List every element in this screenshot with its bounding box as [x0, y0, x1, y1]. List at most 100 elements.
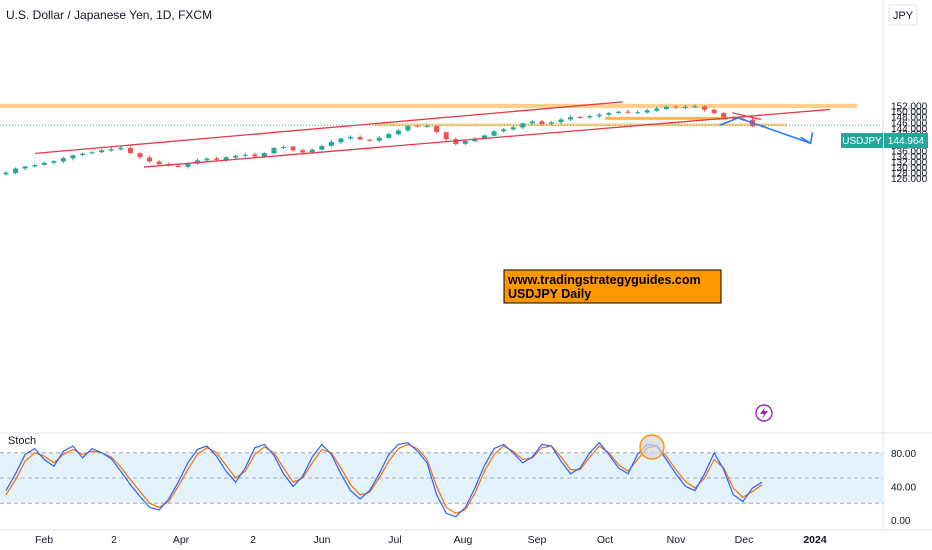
- price-tick-label: 126.000: [891, 174, 928, 185]
- price-tick-label: 132.000: [891, 157, 928, 168]
- candle-body: [414, 125, 420, 127]
- candle-body: [70, 155, 76, 159]
- time-tick-label: Jul: [388, 534, 401, 546]
- candle-body: [548, 122, 554, 124]
- candle-body: [501, 129, 507, 132]
- support-zone: [375, 123, 787, 127]
- price-tick-label: 152.000: [891, 102, 928, 113]
- candle-body: [242, 154, 248, 156]
- price-tick-label: 150.000: [891, 107, 928, 118]
- badge-value: 144.964: [888, 136, 925, 147]
- candle-body: [424, 125, 430, 127]
- candle-body: [175, 165, 181, 167]
- candle-body: [348, 136, 354, 139]
- time-tick-label: Nov: [667, 534, 686, 546]
- candle-body: [32, 165, 38, 167]
- candle-body: [300, 150, 306, 153]
- candle-body: [252, 154, 258, 157]
- candle-body: [491, 131, 497, 136]
- price-tick-label: 130.000: [891, 163, 928, 174]
- candle-body: [271, 148, 277, 154]
- candle-body: [147, 157, 153, 162]
- candle-body: [156, 161, 162, 165]
- price-badge: USDJPY 144.964: [841, 133, 928, 148]
- candle-body: [51, 161, 57, 163]
- candle-body: [99, 150, 105, 153]
- candle-body: [702, 106, 708, 110]
- time-axis[interactable]: Feb 2 Apr 2 Jun Jul Aug Sep Oct Nov Dec 2024: [35, 534, 827, 546]
- candle-body: [108, 149, 114, 151]
- zones-layer: [0, 103, 857, 127]
- price-pane[interactable]: [0, 0, 883, 433]
- channel-lower-line: [143, 108, 831, 168]
- candle-body: [721, 113, 727, 117]
- candle-body: [328, 141, 334, 146]
- candle-body: [41, 162, 47, 165]
- candle-body: [654, 108, 660, 111]
- currency-box[interactable]: [888, 4, 918, 26]
- overlays-layer: [35, 101, 831, 168]
- candle-body: [290, 146, 296, 151]
- price-tick-label: 148.000: [891, 113, 928, 124]
- candle-body: [338, 138, 344, 143]
- stoch-pane[interactable]: 0.00 40.00 80.00: [0, 434, 916, 527]
- time-tick-label: Sep: [528, 534, 547, 546]
- candle-body: [481, 135, 487, 139]
- candle-body: [204, 158, 210, 161]
- price-tick-label: 134.000: [891, 152, 928, 163]
- candle-body: [319, 146, 325, 150]
- stoch-k-line: [5, 441, 763, 518]
- time-tick-label: Jun: [314, 534, 331, 546]
- candle-body: [462, 141, 468, 144]
- watermark-line2: USDJPY Daily: [508, 287, 591, 301]
- candle-body: [3, 172, 9, 175]
- watermark-box: www.tradingstrategyguides.com USDJPY Dai…: [503, 269, 722, 304]
- candle-body: [376, 137, 382, 141]
- candle-body: [434, 126, 440, 133]
- candle-body: [587, 116, 593, 118]
- candle-body: [89, 152, 95, 154]
- price-tick-label: 146.000: [891, 118, 928, 129]
- candle-body: [118, 147, 124, 150]
- candle-body: [80, 153, 86, 155]
- candle-body: [625, 111, 631, 113]
- candle-body: [692, 106, 698, 108]
- candle-body: [673, 106, 679, 108]
- resistance-zone: [0, 103, 857, 109]
- candle-body: [539, 121, 545, 124]
- candles-layer: [3, 104, 765, 176]
- candle-body: [137, 153, 143, 158]
- candle-body: [223, 157, 229, 160]
- stoch-tick-label: 80.00: [891, 449, 916, 460]
- candle-body: [682, 106, 688, 108]
- candle-body: [214, 158, 220, 160]
- time-tick-label: 2: [111, 534, 117, 546]
- candle-body: [558, 119, 564, 123]
- candle-body: [386, 134, 392, 138]
- candle-body: [644, 110, 650, 113]
- stoch-highlight-circle: [639, 434, 665, 460]
- candle-body: [568, 117, 574, 120]
- time-tick-label: 2: [250, 534, 256, 546]
- candle-body: [510, 127, 516, 130]
- candle-body: [606, 113, 612, 115]
- lightning-icon[interactable]: [755, 404, 773, 422]
- candle-body: [233, 155, 239, 158]
- candle-body: [367, 139, 373, 141]
- watermark-line1: www.tradingstrategyguides.com: [507, 273, 701, 287]
- projection-path: [719, 116, 811, 145]
- candle-body: [309, 149, 315, 153]
- price-tick-label: 136.000: [891, 146, 928, 157]
- price-tick-label: 144.000: [891, 124, 928, 135]
- candle-body: [405, 125, 411, 131]
- candle-body: [395, 130, 401, 135]
- stoch-tick-label: 40.00: [891, 482, 916, 493]
- downtrend-line: [731, 112, 762, 121]
- channel-upper-line: [35, 101, 623, 154]
- candle-body: [529, 121, 535, 124]
- stoch-label: Stoch: [8, 435, 36, 447]
- candle-body: [453, 139, 459, 145]
- candle-body: [60, 158, 66, 162]
- time-tick-label: Dec: [735, 534, 754, 546]
